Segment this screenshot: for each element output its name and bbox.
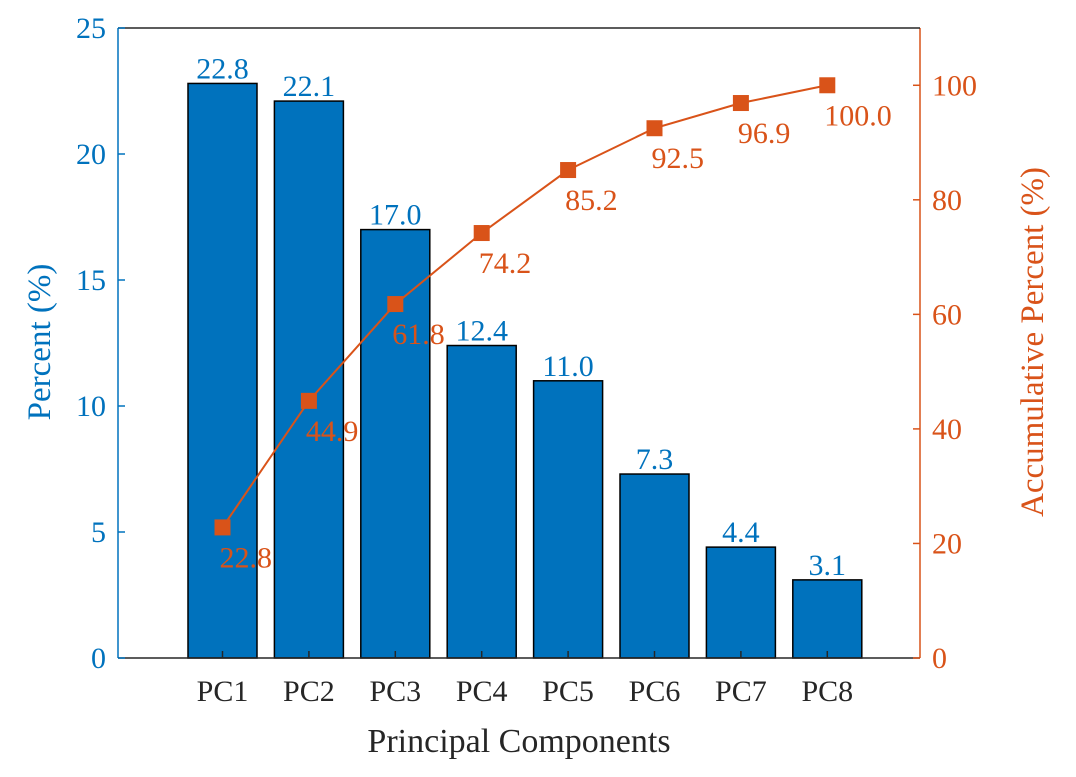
cumulative-marker <box>646 120 663 137</box>
cumulative-line <box>221 84 828 528</box>
bar-pc7 <box>705 546 777 659</box>
y-axis-title-left: Percent (%) <box>22 264 58 421</box>
cumulative-value-label: 85.2 <box>565 184 618 217</box>
bar-value-label: 17.0 <box>369 199 422 232</box>
cumulative-value-label: 74.2 <box>479 247 532 280</box>
y-left-tick-label: 5 <box>91 516 106 549</box>
bar-pc1 <box>187 82 258 659</box>
cumulative-value-label: 44.9 <box>306 415 359 448</box>
y-right-tick-label: 0 <box>932 642 947 675</box>
bar-pc6 <box>619 473 690 659</box>
y-right-tick-label: 40 <box>932 413 962 446</box>
bar-value-label: 4.4 <box>722 516 760 549</box>
x-tick-label-pc1: PC1 <box>197 675 249 708</box>
y-right-tick-label: 100 <box>932 69 977 102</box>
cumulative-value-label: 100.0 <box>824 99 892 132</box>
y-right-tick-label: 60 <box>932 298 962 331</box>
bar-pc3 <box>360 228 431 659</box>
cumulative-value-label: 61.8 <box>392 318 445 351</box>
bar-value-label: 22.1 <box>283 70 336 103</box>
cumulative-marker <box>732 95 749 112</box>
x-tick-label-pc5: PC5 <box>542 675 594 708</box>
bar-value-label: 11.0 <box>542 350 593 383</box>
x-tick-label-pc2: PC2 <box>283 675 335 708</box>
x-tick-label-pc6: PC6 <box>629 675 681 708</box>
bar-pc2 <box>273 100 345 659</box>
y-left-tick-label: 10 <box>76 390 106 423</box>
x-tick-label-pc7: PC7 <box>715 675 767 708</box>
bars-group: 22.8 22.1 17.0 12.4 11.0 7.3 4.4 3.1 <box>187 52 863 659</box>
bar-value-label: 7.3 <box>636 443 674 476</box>
y-right-tick-label: 80 <box>932 184 962 217</box>
y-left-tick-label: 20 <box>76 138 106 171</box>
cumulative-value-label: 92.5 <box>652 142 705 175</box>
y-left-tick-label: 0 <box>91 642 106 675</box>
cumulative-marker <box>819 77 836 94</box>
cumulative-marker <box>214 519 231 536</box>
y-axis-title-right: Accumulative Percent (%) <box>1015 167 1051 517</box>
cumulative-line-group: 22.8 44.9 61.8 74.2 85.2 92.5 96.9 100.0 <box>214 77 892 574</box>
x-axis-title: Principal Components <box>367 723 670 760</box>
bar-value-label: 12.4 <box>455 315 508 348</box>
cumulative-value-label: 96.9 <box>738 117 791 150</box>
bar-value-label: 22.8 <box>196 52 249 85</box>
bar-pc8 <box>792 579 863 659</box>
x-tick-label-pc8: PC8 <box>801 675 853 708</box>
cumulative-marker <box>560 162 577 179</box>
bar-pc4 <box>446 344 517 659</box>
x-tick-label-pc3: PC3 <box>369 675 421 708</box>
bar-pc5 <box>532 380 604 659</box>
axes-group: 0 5 10 15 20 25 0 20 40 60 80 100 PC1 PC2 PC3 PC4 PC5 PC6… <box>76 12 977 708</box>
cumulative-marker <box>387 296 404 313</box>
y-left-tick-label: 25 <box>76 12 106 45</box>
cumulative-marker <box>473 225 490 242</box>
cumulative-value-label: 22.8 <box>220 541 273 574</box>
y-right-tick-label: 20 <box>932 527 962 560</box>
x-tick-label-pc4: PC4 <box>456 675 508 708</box>
cumulative-marker <box>300 392 317 409</box>
y-left-tick-label: 15 <box>76 264 106 297</box>
bar-value-label: 3.1 <box>809 549 847 582</box>
